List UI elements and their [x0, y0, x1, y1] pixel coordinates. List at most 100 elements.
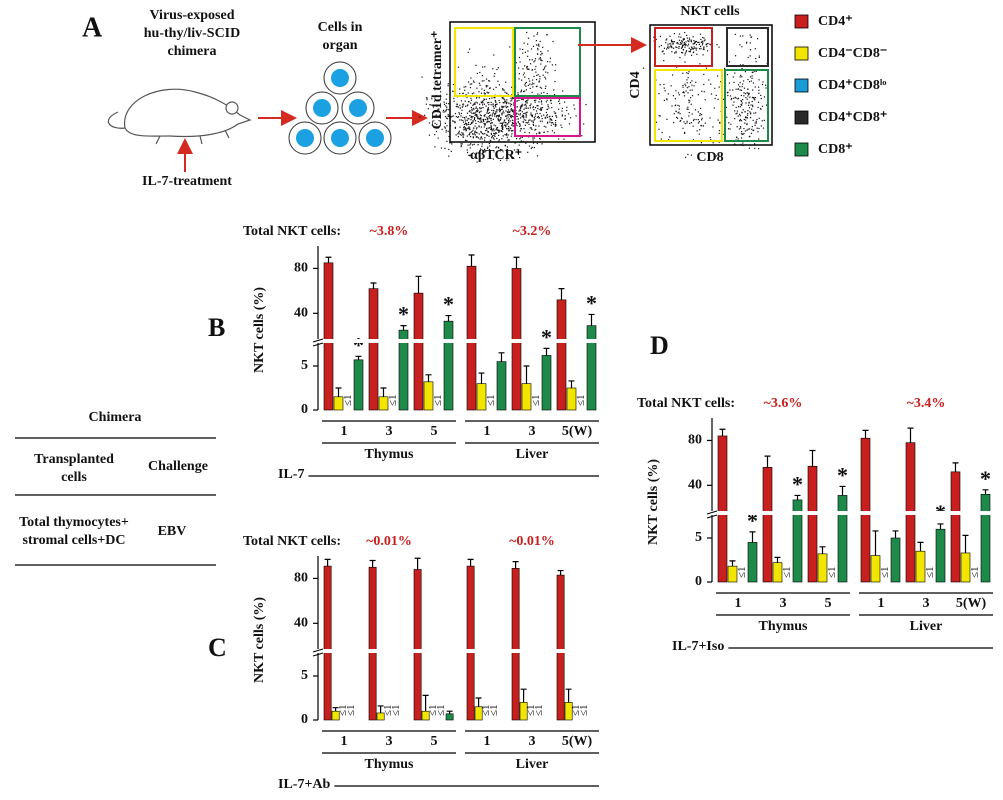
dot: [686, 37, 688, 39]
dot: [670, 39, 673, 42]
dot: [698, 121, 700, 123]
bar: [466, 265, 477, 411]
dot: [483, 115, 485, 117]
dot: [560, 124, 562, 126]
dot: [532, 107, 534, 109]
dot: [471, 112, 473, 115]
table-cell: Total thymocytes+: [19, 515, 129, 530]
dot: [483, 118, 485, 121]
dot: [491, 115, 493, 117]
dot: [487, 146, 489, 148]
dot: [471, 122, 473, 124]
dot: [477, 137, 480, 139]
bar: [443, 320, 454, 411]
dot: [487, 112, 489, 115]
dot: [442, 111, 444, 113]
dot: [468, 118, 470, 120]
significance-star: *: [747, 508, 758, 533]
dot: [734, 143, 736, 145]
dot: [753, 129, 755, 131]
dot: [751, 71, 753, 74]
dot: [470, 102, 472, 104]
dot: [521, 116, 523, 118]
dot: [555, 64, 557, 66]
dot: [484, 133, 486, 135]
error-bar: [498, 352, 505, 362]
dot: [452, 120, 454, 122]
dot: [688, 71, 690, 73]
dot: [442, 109, 445, 111]
dot: [720, 81, 722, 83]
dot: [470, 111, 472, 113]
dot: [461, 109, 463, 111]
dot: [502, 127, 504, 130]
dot: [682, 127, 684, 129]
dot: [524, 100, 527, 103]
dot: [513, 104, 515, 106]
dot: [464, 139, 467, 141]
x-tick-label: 1: [878, 596, 885, 611]
dot: [555, 115, 557, 117]
dot: [522, 48, 524, 51]
dot: [685, 51, 687, 53]
dot: [688, 40, 690, 43]
dot: [755, 122, 758, 124]
bar: [980, 493, 991, 583]
dot: [448, 135, 450, 138]
value-label: ≤1: [382, 704, 394, 716]
dot: [512, 125, 514, 127]
dot: [512, 109, 514, 111]
dot: [536, 142, 538, 145]
dot: [726, 116, 728, 118]
dot: [528, 68, 530, 71]
dot: [484, 124, 486, 126]
dot: [520, 91, 522, 93]
dot: [507, 106, 509, 108]
dot: [472, 133, 474, 135]
dot: [487, 121, 489, 123]
dot: [488, 127, 491, 129]
dot: [524, 51, 526, 53]
dot: [545, 126, 547, 128]
dot: [490, 101, 492, 104]
dot: [494, 125, 497, 127]
dot: [445, 117, 448, 119]
dot: [573, 104, 575, 106]
dot: [682, 49, 685, 51]
dot: [467, 118, 469, 120]
dot: [751, 89, 754, 91]
dot: [482, 107, 484, 109]
dot: [685, 41, 687, 43]
dot: [534, 115, 536, 117]
dot: [739, 64, 742, 66]
dot: [501, 124, 503, 126]
dot: [758, 89, 760, 91]
y-tick-label: 0: [301, 712, 308, 727]
dot: [503, 98, 505, 100]
x-tick-label: 3: [386, 734, 393, 749]
dot: [740, 100, 743, 102]
dot: [466, 112, 469, 114]
dot: [742, 80, 745, 82]
dot: [463, 129, 465, 131]
legend-label: CD8⁺: [818, 142, 853, 157]
dot: [691, 89, 693, 91]
dot: [554, 80, 556, 83]
dot: [531, 69, 534, 71]
dot: [433, 100, 436, 102]
dot: [449, 118, 451, 120]
dot: [426, 97, 428, 99]
dot: [488, 121, 491, 123]
dot: [454, 126, 456, 128]
dot: [678, 47, 680, 49]
gate: [654, 27, 713, 67]
dot: [531, 83, 533, 86]
dot: [460, 115, 462, 117]
dot: [685, 90, 687, 92]
dot: [689, 82, 692, 84]
dot: [454, 122, 456, 124]
dot: [464, 118, 466, 120]
dot: [563, 138, 565, 140]
dot: [533, 83, 535, 85]
